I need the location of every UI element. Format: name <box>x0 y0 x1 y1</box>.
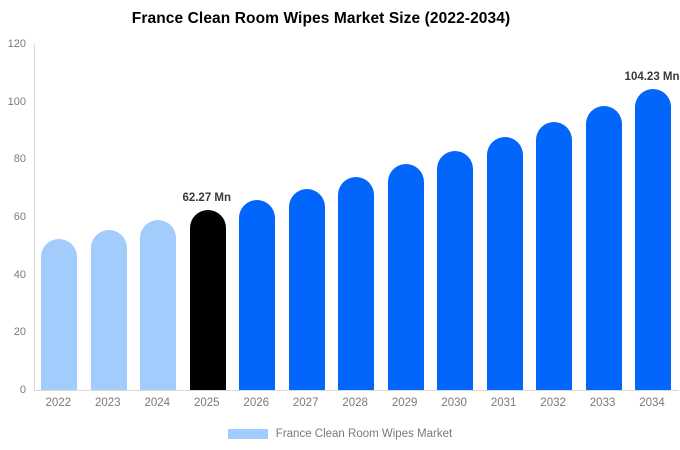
bar-2029 <box>387 164 424 390</box>
x-label-2032: 2032 <box>540 397 566 409</box>
y-tick-40: 40 <box>13 268 26 281</box>
x-label-2025: 2025 <box>193 397 220 409</box>
x-label-2033: 2033 <box>589 397 616 409</box>
bar-2031 <box>486 136 523 390</box>
x-label-2034: 2034 <box>639 397 665 409</box>
plot-area <box>34 44 679 391</box>
x-label-2031: 2031 <box>490 397 517 409</box>
bar-2032 <box>536 122 573 390</box>
bar-2024 <box>140 220 177 390</box>
x-label-2023: 2023 <box>94 397 121 409</box>
chart-title: France Clean Room Wipes Market Size (202… <box>131 10 511 27</box>
x-label-2022: 2022 <box>45 397 72 409</box>
bar-2034 <box>635 89 672 390</box>
y-tick-120: 120 <box>7 38 26 50</box>
bar-2023 <box>90 229 127 390</box>
value-label-2034: 104.23 Mn <box>624 71 680 84</box>
x-label-2029: 2029 <box>391 397 418 409</box>
bar-2033 <box>585 106 622 390</box>
y-tick-100: 100 <box>7 95 26 108</box>
x-label-2026: 2026 <box>243 397 270 409</box>
y-tick-80: 80 <box>13 153 26 166</box>
y-tick-20: 20 <box>13 326 26 339</box>
x-label-2030: 2030 <box>441 397 467 409</box>
bar-2025 <box>189 210 226 390</box>
bar-2030 <box>437 150 474 390</box>
bar-2028 <box>338 176 375 390</box>
bar-2022 <box>41 238 78 390</box>
bar-2026 <box>239 199 276 390</box>
value-label-2025: 62.27 Mn <box>182 192 232 205</box>
legend-item[interactable]: France Clean Room Wipes Market <box>0 426 680 442</box>
y-tick-0: 0 <box>19 384 26 396</box>
bar-2027 <box>288 188 325 390</box>
legend-swatch <box>227 429 268 439</box>
x-label-2024: 2024 <box>144 397 171 409</box>
x-label-2027: 2027 <box>292 397 319 409</box>
y-tick-60: 60 <box>13 211 26 223</box>
x-label-2028: 2028 <box>342 397 368 409</box>
legend-label: France Clean Room Wipes Market <box>275 428 453 440</box>
